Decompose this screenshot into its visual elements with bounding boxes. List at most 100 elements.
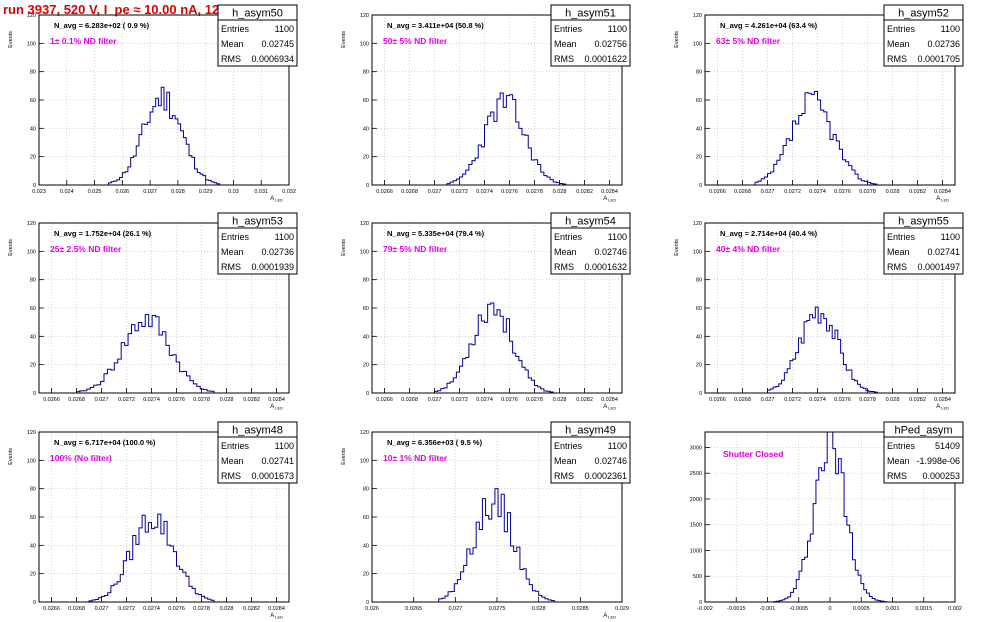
stats-key: Mean [221,456,244,466]
stats-value: 0.0006934 [251,54,294,64]
x-tick-label: 0.0274 [143,606,160,612]
y-tick-label: 40 [696,126,702,132]
x-tick-label: 0.0268 [68,397,85,403]
filter-label: 40± 4% ND filter [716,244,781,254]
y-tick-label: 120 [27,430,36,436]
stats-value: 0.02736 [927,39,960,49]
hist-panel-h_asym51: 0.0266 0.0268 0.027 0.0272 0.0274 0.0276 0.027… [341,4,631,203]
hist-panel-h_asym48: 0.0266 0.0268 0.027 0.0272 0.0274 0.0276 0.027… [8,421,298,620]
stats-key: Entries [554,232,583,242]
stats-key: Mean [887,39,910,49]
x-tick-label: 0.0274 [809,397,826,403]
stats-box [217,227,298,275]
x-tick-label: 0.0272 [118,397,135,403]
x-tick-label: 0.0266 [709,189,726,195]
x-tick-label: 0.026 [365,606,379,612]
y-tick-label: 40 [363,543,369,549]
x-tick-label: 0.0284 [934,397,951,403]
stats-key: Mean [554,247,577,257]
stats-title: h_asym52 [898,8,949,20]
hist-panel-hPed_asym: -0.002 -0.0015 -0.001 -0.0005 0 0.0005 0.001 0.… [690,421,964,612]
x-tick-label: 0.0276 [501,189,518,195]
x-tick-label: 0.029 [615,606,629,612]
stats-key: RMS [221,54,241,64]
run-title: run 3937, 520 V, I_pe ≈ 10.00 nA, 120 Hz [3,2,246,17]
y-tick-label: 60 [30,306,36,312]
stats-value: 0.0001673 [251,471,294,481]
stats-value: 1100 [608,441,627,451]
stats-box [550,436,631,484]
y-tick-label: 100 [27,249,36,255]
x-tick-label: 0.0278 [193,606,210,612]
x-tick-label: 0.0268 [734,397,751,403]
navg-label: N_avg = 5.335e+04 (79.4 %) [387,229,485,238]
y-tick-label: 20 [30,363,36,369]
hist-line-h_asym55 [767,306,880,394]
x-tick-label: 0.0268 [734,189,751,195]
stats-box [883,436,964,484]
x-tick-label: 0.0268 [401,397,418,403]
hist-panel-h_asym49: 0.026 0.0265 0.027 0.0275 0.028 0.0285 0.029 0 2… [341,421,631,620]
stats-box [883,227,964,275]
x-tick-label: 0.0266 [376,189,393,195]
y-tick-label: 0 [366,600,369,606]
x-tick-label: 0.03 [228,189,239,195]
navg-label: N_avg = 4.261e+04 (63.4 %) [720,21,818,30]
y-tick-label: 100 [360,458,369,464]
x-tick-label: 0.0272 [784,189,801,195]
y-axis-label: Events [674,31,680,48]
x-tick-label: 0.0276 [501,397,518,403]
y-tick-label: 40 [30,543,36,549]
x-axis-label: ALED [603,404,616,411]
y-tick-label: 60 [363,515,369,521]
navg-label: N_avg = 6.717e+04 (100.0 %) [54,438,156,447]
stats-key: RMS [554,262,574,272]
y-tick-label: 60 [696,98,702,104]
y-tick-label: 0 [699,600,702,606]
stats-value: 0.02746 [594,247,627,257]
y-tick-label: 1500 [690,523,702,529]
x-tick-label: 0.028 [220,606,234,612]
x-tick-label: 0.0282 [243,397,260,403]
stats-value: 0.0002361 [584,471,627,481]
x-tick-label: 0.024 [60,189,74,195]
x-tick-label: 0.0284 [601,397,618,403]
hist-panel-h_asym55: 0.0266 0.0268 0.027 0.0272 0.0274 0.0276 0.027… [674,212,964,411]
y-tick-label: 60 [30,515,36,521]
x-tick-label: 0.032 [282,189,296,195]
x-tick-label: 0.0282 [576,189,593,195]
stats-key: RMS [887,262,907,272]
x-tick-label: 0.0268 [68,606,85,612]
filter-label: 25± 2.5% ND filter [50,244,122,254]
x-tick-label: 0 [828,606,831,612]
hist-line-h_asym50 [107,86,221,185]
y-tick-label: 0 [366,391,369,397]
x-tick-label: 0.0274 [809,189,826,195]
stats-value: 0.000253 [922,471,960,481]
stats-key: RMS [887,471,907,481]
y-tick-label: 0 [699,391,702,397]
x-tick-label: 0.027 [143,189,157,195]
y-tick-label: 0 [33,391,36,397]
x-tick-label: 0.0278 [859,189,876,195]
y-tick-label: 100 [27,458,36,464]
stats-value: 1100 [275,24,294,34]
y-tick-label: 100 [693,249,702,255]
x-tick-label: 0.028 [532,606,546,612]
stats-key: Mean [887,456,910,466]
stats-key: RMS [554,471,574,481]
stats-box [550,19,631,67]
stats-key: Entries [221,441,250,451]
x-tick-label: 0.0265 [405,606,422,612]
stats-key: RMS [554,54,574,64]
stats-value: 0.02745 [261,39,294,49]
y-tick-label: 100 [27,41,36,47]
stats-value: 1100 [608,24,627,34]
stats-value: 1100 [275,232,294,242]
x-tick-label: 0.0278 [859,397,876,403]
stats-box [217,19,298,67]
stats-key: Entries [554,441,583,451]
x-tick-label: 0.028 [886,397,900,403]
x-tick-label: 0.0272 [451,189,468,195]
hist-line-h_asym54 [434,302,560,394]
